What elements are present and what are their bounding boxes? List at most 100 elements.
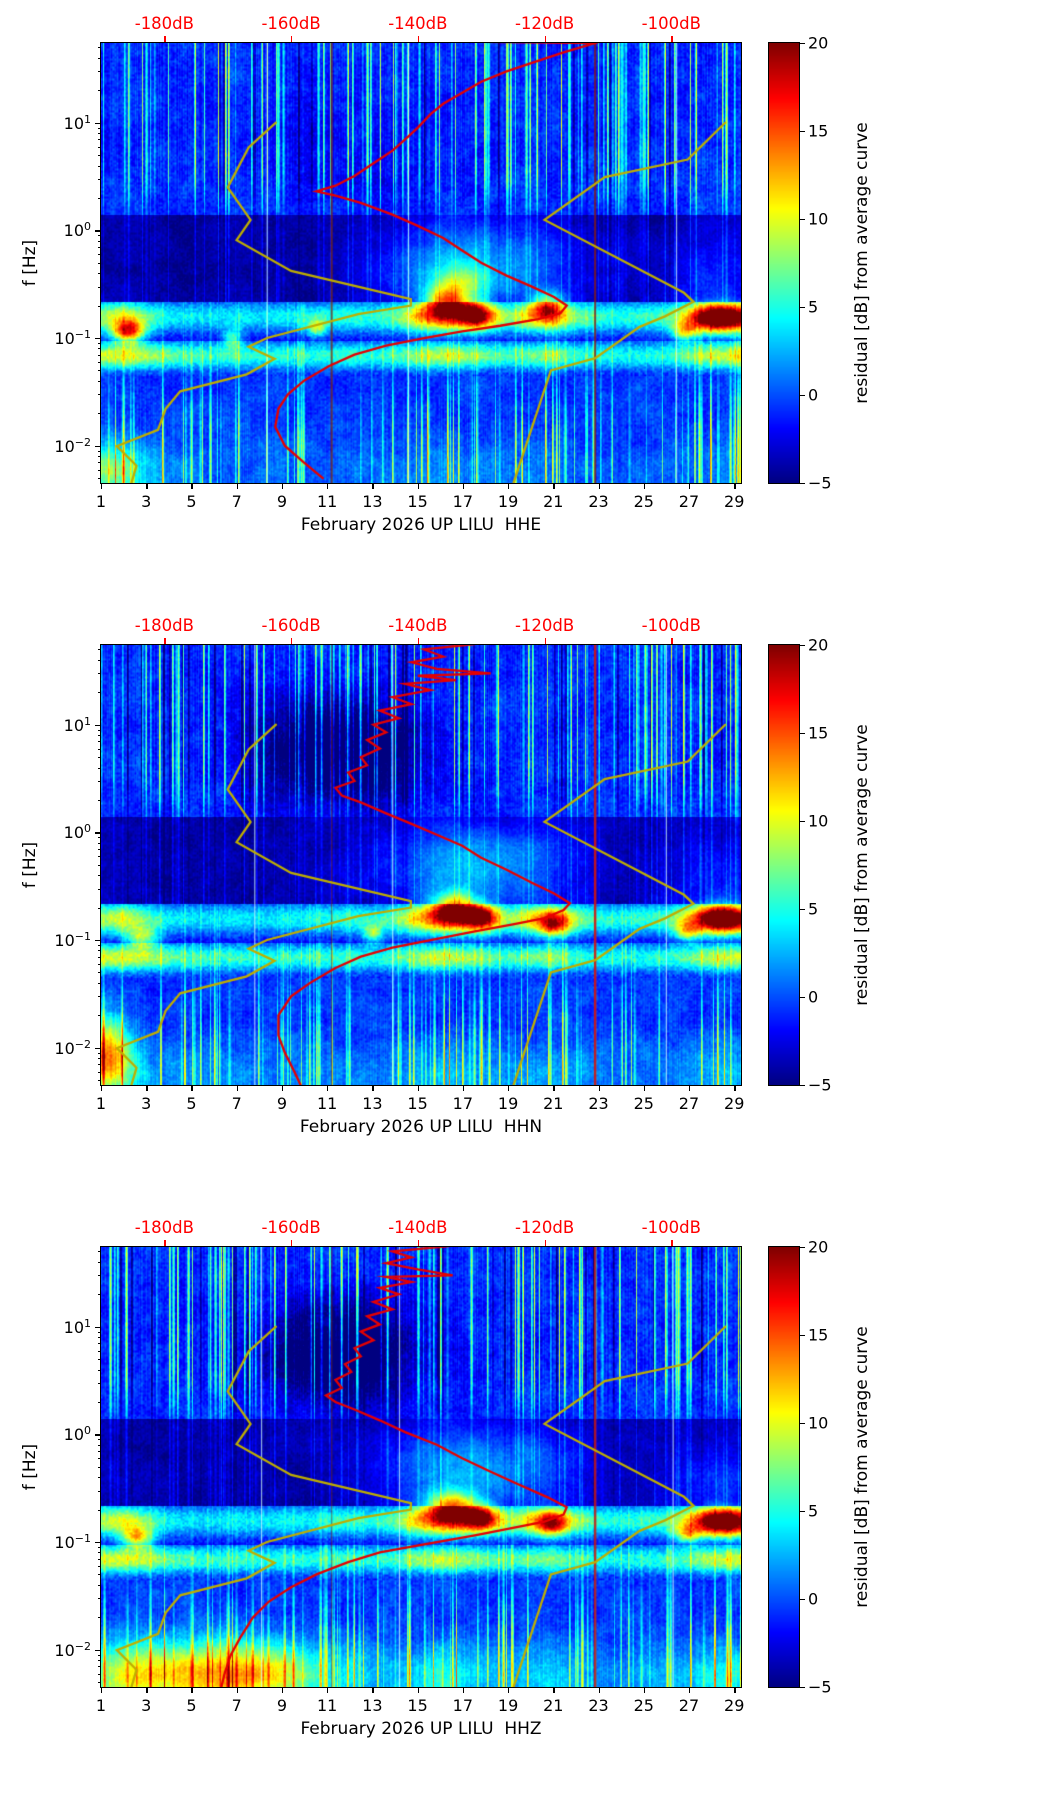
spectrogram-canvas bbox=[101, 43, 741, 483]
colorbar bbox=[768, 644, 800, 1086]
colorbar-tick-label: 20 bbox=[808, 33, 829, 53]
y-tick-label: 101 bbox=[39, 113, 91, 133]
y-minor-tick bbox=[97, 659, 101, 661]
colorbar-canvas bbox=[769, 1247, 799, 1687]
x-tick-label: 17 bbox=[452, 1696, 474, 1715]
x-tick bbox=[462, 1688, 465, 1693]
x-tick bbox=[236, 1086, 238, 1091]
y-tick-base: 10 bbox=[54, 1533, 75, 1553]
x-tick-label: 7 bbox=[231, 1696, 242, 1715]
db-axis-label: -140dB bbox=[388, 1218, 448, 1237]
y-tick bbox=[95, 338, 101, 340]
x-tick-label: 11 bbox=[316, 1094, 338, 1113]
x-tick-label: 27 bbox=[678, 492, 700, 511]
x-tick-label: 5 bbox=[186, 1094, 197, 1113]
x-tick-label: 29 bbox=[724, 1094, 745, 1113]
y-minor-tick bbox=[97, 963, 101, 965]
colorbar-tick-label: −5 bbox=[808, 473, 832, 493]
x-tick-label: 3 bbox=[141, 1094, 152, 1113]
x-tick-label: 25 bbox=[633, 1094, 654, 1113]
x-tick-label: 21 bbox=[543, 1094, 564, 1113]
y-minor-tick bbox=[97, 370, 101, 372]
y-minor-tick bbox=[97, 133, 101, 135]
colorbar-label: residual [dB] from average curve bbox=[852, 724, 872, 1006]
colorbar-tick bbox=[800, 645, 805, 647]
y-minor-tick bbox=[97, 1546, 101, 1548]
y-minor-tick bbox=[97, 1673, 101, 1675]
x-tick bbox=[734, 484, 736, 489]
x-tick bbox=[281, 1688, 284, 1693]
x-tick-label: 25 bbox=[633, 1696, 654, 1715]
y-minor-tick bbox=[97, 348, 101, 350]
y-minor-tick bbox=[97, 1080, 101, 1082]
y-minor-tick bbox=[97, 1369, 101, 1371]
y-tick-label: 100 bbox=[39, 220, 91, 240]
colorbar-tick bbox=[800, 1247, 805, 1249]
x-tick bbox=[191, 484, 193, 489]
x-tick-label: 21 bbox=[543, 1696, 564, 1715]
x-axis-title: February 2026 UP LILU HHE bbox=[300, 515, 542, 535]
y-tick-label: 101 bbox=[39, 1317, 91, 1337]
y-minor-tick bbox=[97, 748, 101, 750]
y-minor-tick bbox=[97, 305, 101, 307]
x-tick-label: 11 bbox=[316, 492, 338, 511]
x-tick-label: 25 bbox=[633, 492, 654, 511]
db-axis-tick bbox=[164, 1240, 166, 1246]
colorbar-tick bbox=[800, 821, 805, 823]
x-tick-label: 1 bbox=[95, 1094, 107, 1113]
x-tick bbox=[327, 1086, 329, 1091]
y-tick-base: 10 bbox=[54, 931, 75, 951]
y-minor-tick bbox=[97, 1574, 101, 1576]
y-minor-tick bbox=[97, 1343, 101, 1345]
spectrogram-panel: f [Hz] 101 100 10−1 10−2 February 2026 U… bbox=[0, 604, 1052, 1206]
x-tick-label: 9 bbox=[276, 1696, 287, 1715]
x-tick bbox=[236, 484, 238, 489]
x-tick-label: 7 bbox=[231, 1094, 242, 1113]
y-minor-tick bbox=[97, 197, 101, 199]
db-axis-label: -180dB bbox=[134, 14, 194, 33]
x-tick bbox=[417, 1086, 419, 1091]
y-tick bbox=[95, 1542, 101, 1544]
db-axis-tick bbox=[417, 36, 420, 42]
colorbar-tick-label: −5 bbox=[808, 1075, 832, 1095]
colorbar-tick-label: 10 bbox=[808, 811, 829, 831]
x-tick bbox=[553, 1688, 555, 1693]
y-minor-tick bbox=[97, 380, 101, 382]
x-tick bbox=[462, 484, 465, 489]
y-tick bbox=[95, 230, 101, 232]
y-tick-base: 10 bbox=[54, 1640, 75, 1660]
db-axis-label: -160dB bbox=[261, 1218, 321, 1237]
colorbar-tick-label: 10 bbox=[808, 1413, 829, 1433]
y-tick bbox=[95, 1326, 101, 1328]
spectrogram-panel: f [Hz] 101 100 10−1 10−2 February 2026 U… bbox=[0, 2, 1052, 604]
y-minor-tick bbox=[97, 354, 101, 356]
y-tick-label: 10−1 bbox=[39, 328, 91, 348]
y-minor-tick bbox=[97, 741, 101, 743]
db-axis-label: -120dB bbox=[514, 14, 575, 33]
colorbar-tick bbox=[800, 1599, 805, 1601]
y-tick-exp: −2 bbox=[74, 1037, 91, 1051]
colorbar-tick-label: 0 bbox=[808, 385, 819, 405]
colorbar-tick bbox=[800, 1085, 805, 1087]
x-tick-label: 19 bbox=[497, 1696, 519, 1715]
y-minor-tick bbox=[97, 1337, 101, 1339]
y-minor-tick bbox=[97, 90, 101, 92]
colorbar-tick-label: 5 bbox=[808, 1501, 819, 1521]
x-tick bbox=[101, 1688, 103, 1693]
y-minor-tick bbox=[97, 1598, 101, 1600]
y-minor-tick bbox=[97, 757, 101, 759]
colorbar-tick-label: 5 bbox=[808, 297, 819, 317]
db-axis-label: -120dB bbox=[514, 1218, 575, 1237]
y-tick-label: 10−1 bbox=[39, 1532, 91, 1552]
y-tick-exp: −1 bbox=[74, 929, 91, 943]
db-axis-label: -100dB bbox=[641, 14, 701, 33]
plot-area bbox=[100, 1246, 742, 1688]
colorbar-tick-label: 15 bbox=[808, 121, 829, 141]
x-tick-label: 13 bbox=[362, 1094, 383, 1113]
x-tick-label: 19 bbox=[497, 1094, 519, 1113]
x-tick bbox=[146, 1086, 148, 1091]
y-minor-tick bbox=[97, 837, 101, 839]
colorbar-tick bbox=[800, 483, 805, 485]
db-axis-label: -100dB bbox=[641, 616, 701, 635]
y-minor-tick bbox=[97, 1294, 101, 1296]
